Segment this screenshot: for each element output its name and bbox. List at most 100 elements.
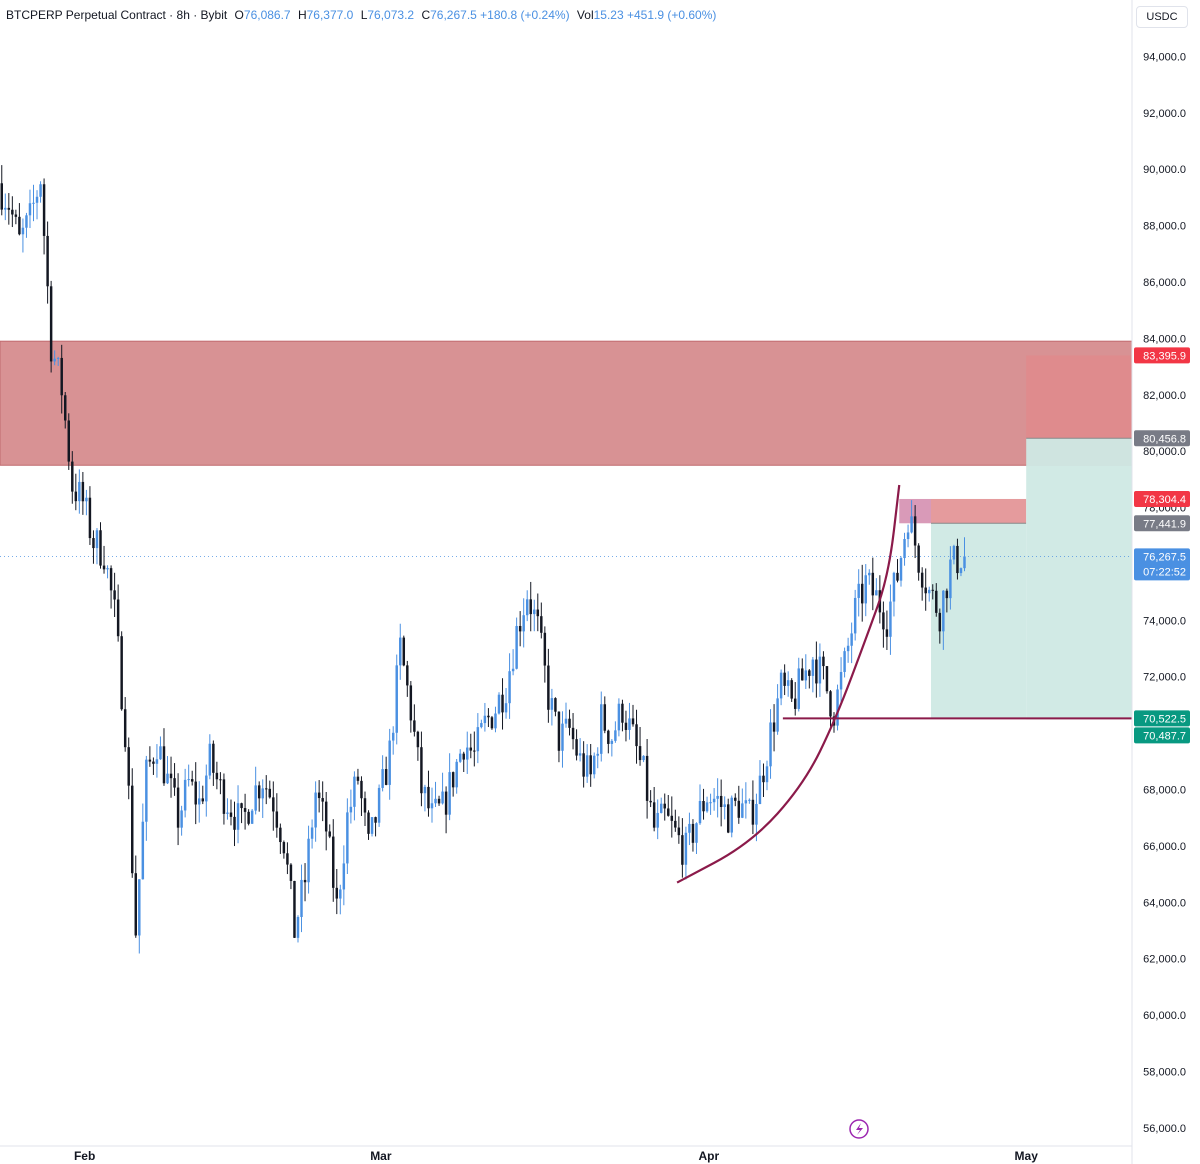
- candle: [427, 770, 430, 817]
- candle-body: [719, 795, 723, 807]
- zones-layer: [0, 340, 1133, 720]
- candle-body: [963, 556, 966, 569]
- candle: [536, 593, 540, 632]
- price-tag: 76,267.5 07:22:52: [1134, 548, 1190, 581]
- candle-body: [286, 853, 289, 865]
- currency-selector[interactable]: USDC: [1136, 6, 1188, 28]
- candle: [525, 590, 529, 622]
- volume-value: 15.23: [593, 8, 624, 22]
- candle: [691, 819, 695, 852]
- candle: [286, 842, 289, 875]
- candle-body: [88, 497, 92, 539]
- candle: [892, 571, 896, 617]
- candle-body: [293, 880, 296, 938]
- candle-body: [335, 887, 339, 899]
- candle: [716, 778, 719, 818]
- candle-body: [875, 590, 878, 596]
- candle: [265, 775, 268, 805]
- candle: [667, 795, 670, 817]
- candle-body: [935, 590, 938, 613]
- candle-body: [607, 730, 610, 744]
- y-tick-label: 66,000.0: [1143, 841, 1186, 853]
- candle: [769, 709, 772, 779]
- lightning-icon[interactable]: [849, 1119, 869, 1139]
- candle-body: [240, 803, 243, 809]
- candle-body: [265, 788, 268, 790]
- candle-body: [353, 776, 356, 807]
- candle: [614, 721, 617, 743]
- candle-body: [18, 216, 21, 235]
- candle: [790, 678, 793, 702]
- candle: [772, 704, 776, 752]
- candle: [300, 864, 303, 933]
- candle: [310, 819, 314, 849]
- candle: [342, 845, 346, 906]
- candle-body: [684, 832, 688, 865]
- candle-body: [899, 558, 903, 581]
- candle-body: [592, 755, 596, 775]
- candle-body: [557, 711, 561, 751]
- candle: [628, 702, 631, 740]
- price-tag-bg: [1134, 710, 1190, 727]
- time-axis[interactable]: Feb Mar Apr May: [0, 1145, 1132, 1163]
- candle-body: [860, 583, 864, 604]
- candle: [751, 780, 755, 835]
- candle-body: [762, 775, 765, 783]
- candle: [557, 711, 561, 763]
- candle: [765, 760, 769, 791]
- candle-body: [222, 779, 226, 814]
- candle-body: [927, 589, 931, 594]
- candle-body: [801, 668, 804, 681]
- candle-body: [670, 815, 674, 821]
- candle: [420, 731, 423, 807]
- price-axis[interactable]: 56,000.0 58,000.0 60,000.0 62,000.0 64,000.0…: [1131, 0, 1186, 1164]
- candle-body: [529, 599, 532, 615]
- candle: [659, 797, 663, 814]
- y-tick-label: 84,000.0: [1143, 333, 1186, 345]
- candle: [522, 598, 525, 648]
- candle-body: [568, 718, 571, 728]
- drawings-layer: [676, 484, 1132, 884]
- candle-body: [229, 812, 233, 817]
- price-tag-bg: [1134, 515, 1190, 532]
- candle-body: [14, 214, 18, 217]
- price-tag-label: 83,395.9: [1143, 350, 1186, 362]
- candle: [356, 768, 360, 785]
- candle-body: [610, 740, 614, 744]
- candle: [547, 648, 550, 723]
- short-position-2-stop: [1026, 355, 1132, 439]
- candle: [497, 692, 501, 715]
- candle: [190, 770, 194, 786]
- candle: [910, 500, 913, 534]
- candle: [205, 764, 208, 817]
- candle-body: [99, 530, 102, 566]
- candle-body: [437, 798, 441, 804]
- candle-body: [434, 798, 437, 804]
- candle-body: [585, 755, 589, 777]
- candle: [670, 796, 674, 838]
- candle: [127, 737, 130, 800]
- candle-body: [723, 804, 726, 807]
- candle-body: [589, 755, 592, 775]
- candle-body: [180, 810, 183, 828]
- candle: [451, 771, 455, 797]
- candle-body: [596, 753, 599, 756]
- candle-body: [677, 827, 681, 836]
- candle-body: [769, 722, 772, 767]
- candle-body: [395, 665, 398, 733]
- candle-body: [617, 703, 621, 731]
- candle: [409, 681, 413, 733]
- candle-body: [755, 803, 758, 825]
- candle-body: [786, 680, 790, 686]
- candle-body: [166, 773, 169, 784]
- candle-body: [547, 665, 550, 710]
- candle-body: [388, 740, 391, 785]
- candle-body: [198, 798, 201, 805]
- candle: [490, 715, 494, 730]
- candle: [568, 709, 571, 736]
- candle-body: [882, 612, 885, 630]
- candle-body: [78, 481, 81, 502]
- candle-body: [469, 747, 473, 751]
- candle: [603, 696, 607, 734]
